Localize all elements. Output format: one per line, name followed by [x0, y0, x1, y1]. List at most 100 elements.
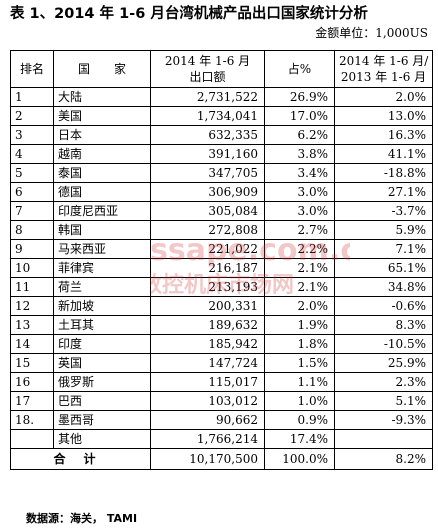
header-export-value: 2014 年 1-6 月 出口额	[150, 50, 265, 88]
row-country: 英国	[53, 353, 151, 373]
row-growth: 13.0%	[334, 106, 433, 126]
row-country: 新加坡	[53, 296, 151, 316]
row-rank: 17	[10, 391, 54, 411]
header-growth-line2: 2013 年 1-6 月	[340, 70, 427, 84]
row-rank: 14	[10, 334, 54, 354]
row-rank	[10, 429, 54, 449]
row-growth: 5.1%	[334, 391, 433, 411]
row-export-value: 1,734,041	[150, 106, 265, 126]
row-share: 3.0%	[264, 182, 335, 202]
row-share: 6.2%	[264, 125, 335, 145]
total-value: 10,170,500	[150, 448, 265, 470]
row-share: 26.9%	[264, 87, 335, 107]
row-growth: 65.1%	[334, 258, 433, 278]
row-export-value: 147,724	[150, 353, 265, 373]
row-share: 2.1%	[264, 277, 335, 297]
row-country: 大陆	[53, 87, 151, 107]
row-growth: -0.6%	[334, 296, 433, 316]
row-rank: 12	[10, 296, 54, 316]
table-row: 4 越南 391,160 3.8% 41.1%	[10, 144, 433, 164]
table-row: 3 日本 632,335 6.2% 16.3%	[10, 125, 433, 145]
table-row: 10 菲律宾 216,187 2.1% 65.1%	[10, 258, 433, 278]
row-growth: 25.9%	[334, 353, 433, 373]
table-row: 11 荷兰 213,193 2.1% 34.8%	[10, 277, 433, 297]
table-row: 12 新加坡 200,331 2.0% -0.6%	[10, 296, 433, 316]
row-export-value: 272,808	[150, 220, 265, 240]
row-growth: -10.5%	[334, 334, 433, 354]
row-country: 美国	[53, 106, 151, 126]
row-rank: 9	[10, 239, 54, 259]
row-export-value: 185,942	[150, 334, 265, 354]
row-country: 土耳其	[53, 315, 151, 335]
table-row: 15 英国 147,724 1.5% 25.9%	[10, 353, 433, 373]
row-rank: 8	[10, 220, 54, 240]
row-country: 俄罗斯	[53, 372, 151, 392]
row-country: 越南	[53, 144, 151, 164]
row-share: 1.9%	[264, 315, 335, 335]
table-row: 18. 墨西哥 90,662 0.9% -9.3%	[10, 410, 433, 430]
data-source-note: 数据源：海关， TAMI	[26, 512, 138, 525]
row-country: 其他	[53, 429, 151, 449]
total-row: 合计 10,170,500 100.0% 8.2%	[10, 448, 433, 470]
row-rank: 2	[10, 106, 54, 126]
row-rank: 13	[10, 315, 54, 335]
row-export-value: 1,766,214	[150, 429, 265, 449]
row-growth: 5.9%	[334, 220, 433, 240]
row-share: 3.4%	[264, 163, 335, 183]
row-growth: 7.1%	[334, 239, 433, 259]
row-country: 墨西哥	[53, 410, 151, 430]
row-export-value: 2,731,522	[150, 87, 265, 107]
row-growth: 2.3%	[334, 372, 433, 392]
table-row: 14 印度 185,942 1.8% -10.5%	[10, 334, 433, 354]
header-country: 国 家	[53, 50, 151, 88]
row-growth: 16.3%	[334, 125, 433, 145]
row-country: 印度尼西亚	[53, 201, 151, 221]
row-growth: -9.3%	[334, 410, 433, 430]
row-export-value: 306,909	[150, 182, 265, 202]
header-rank: 排名	[10, 50, 54, 88]
row-growth	[334, 429, 433, 449]
row-rank: 15	[10, 353, 54, 373]
row-country: 德国	[53, 182, 151, 202]
row-share: 17.4%	[264, 429, 335, 449]
table-row: 16 俄罗斯 115,017 1.1% 2.3%	[10, 372, 433, 392]
total-label: 合计	[10, 448, 151, 470]
row-rank: 6	[10, 182, 54, 202]
row-country: 日本	[53, 125, 151, 145]
row-growth: 34.8%	[334, 277, 433, 297]
row-rank: 16	[10, 372, 54, 392]
row-growth: 41.1%	[334, 144, 433, 164]
row-country: 巴西	[53, 391, 151, 411]
row-country: 泰国	[53, 163, 151, 183]
row-growth: -3.7%	[334, 201, 433, 221]
row-share: 2.0%	[264, 296, 335, 316]
table-row: 其他 1,766,214 17.4%	[10, 429, 433, 449]
unit-note: 金额单位：1,000US	[315, 26, 428, 40]
table-row: 6 德国 306,909 3.0% 27.1%	[10, 182, 433, 202]
row-export-value: 216,187	[150, 258, 265, 278]
row-growth: 2.0%	[334, 87, 433, 107]
row-share: 2.2%	[264, 239, 335, 259]
export-statistics-table: 排名 国 家 2014 年 1-6 月 出口额 占% 2014 年 1-6 月/…	[10, 50, 433, 470]
row-growth: 27.1%	[334, 182, 433, 202]
row-export-value: 632,335	[150, 125, 265, 145]
table-row: 2 美国 1,734,041 17.0% 13.0%	[10, 106, 433, 126]
table-title: 表 1、2014 年 1-6 月台湾机械产品出口国家统计分析	[10, 6, 368, 22]
table-row: 1 大陆 2,731,522 26.9% 2.0%	[10, 87, 433, 107]
row-export-value: 115,017	[150, 372, 265, 392]
row-share: 1.5%	[264, 353, 335, 373]
row-share: 1.0%	[264, 391, 335, 411]
row-rank: 4	[10, 144, 54, 164]
row-export-value: 221,022	[150, 239, 265, 259]
row-export-value: 347,705	[150, 163, 265, 183]
total-growth: 8.2%	[334, 448, 433, 470]
row-rank: 5	[10, 163, 54, 183]
row-export-value: 189,632	[150, 315, 265, 335]
header-export-value-line2: 出口额	[189, 70, 226, 84]
row-export-value: 213,193	[150, 277, 265, 297]
row-share: 2.7%	[264, 220, 335, 240]
row-rank: 18.	[10, 410, 54, 430]
row-export-value: 305,084	[150, 201, 265, 221]
row-share: 17.0%	[264, 106, 335, 126]
table-row: 17 巴西 103,012 1.0% 5.1%	[10, 391, 433, 411]
